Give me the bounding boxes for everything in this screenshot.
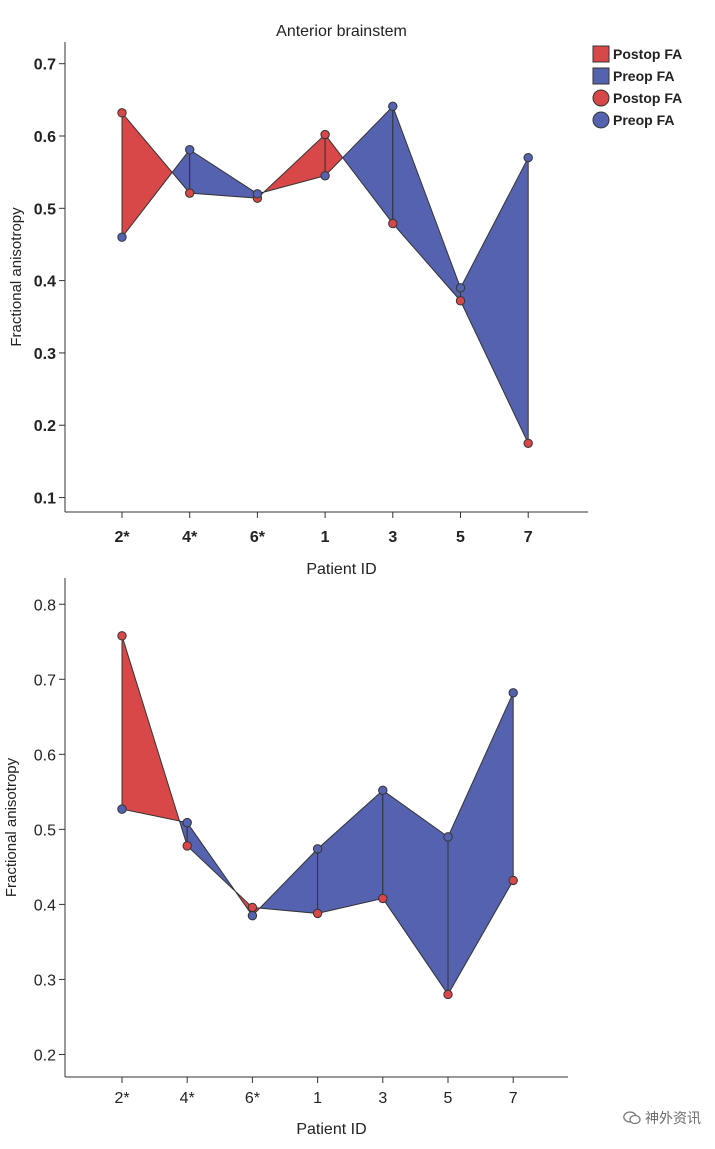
x-tick-label: 5 <box>444 1090 453 1107</box>
postop-point <box>117 631 127 641</box>
difference-area <box>342 105 394 225</box>
x-tick-label: 4* <box>182 529 198 546</box>
x-tick-label: 2* <box>114 1090 129 1107</box>
y-tick-label: 0.2 <box>34 1047 56 1064</box>
y-tick-label: 0.1 <box>34 491 56 508</box>
postop-point <box>443 989 453 1000</box>
y-tick-label: 0.3 <box>34 346 56 363</box>
legend-swatch-square <box>592 45 610 63</box>
y-tick-label: 0.5 <box>34 822 56 839</box>
preop-point <box>247 910 258 921</box>
preop-point <box>378 785 388 796</box>
postop-point <box>508 875 518 886</box>
postop-point <box>247 902 258 913</box>
difference-area <box>186 821 236 892</box>
y-tick-label: 0.5 <box>34 201 56 218</box>
legend-swatch-square <box>592 67 610 85</box>
legend-swatch-circle <box>592 89 610 107</box>
preop-point <box>388 101 398 112</box>
watermark: 神外资讯 <box>623 1108 701 1128</box>
chart-title: Anterior brainstem <box>276 23 407 40</box>
preop-point <box>523 152 533 163</box>
y-tick-label: 0.7 <box>34 672 56 689</box>
postop-point <box>455 296 466 306</box>
difference-area <box>382 789 449 997</box>
x-tick-label: 7 <box>509 1090 518 1107</box>
difference-area <box>324 133 344 177</box>
difference-area <box>189 148 258 199</box>
preop-point <box>182 817 192 828</box>
legend-swatch-circle <box>592 111 610 129</box>
x-tick-label: 2* <box>114 529 130 546</box>
postop-point <box>312 908 323 919</box>
y-tick-label: 0.3 <box>34 972 56 989</box>
y-axis-label: Fractional anisotropy <box>3 757 20 897</box>
y-tick-label: 0.4 <box>34 897 56 914</box>
x-tick-label: 1 <box>321 529 330 546</box>
chart-panel-2: 0.2 0.3 0.4 0.5 0.6 0.7 0.8 2* 4* 6* 1 3 5 7 Patient I… <box>3 578 568 1138</box>
y-tick-label: 0.2 <box>34 418 56 435</box>
preop-point <box>252 189 263 199</box>
postop-point <box>117 108 127 118</box>
x-tick-label: 1 <box>313 1090 322 1107</box>
x-tick-label: 3 <box>388 529 397 546</box>
y-tick-label: 0.6 <box>34 747 56 764</box>
preop-point <box>117 232 127 242</box>
y-tick-label: 0.6 <box>34 129 56 146</box>
preop-point <box>320 171 330 181</box>
difference-area <box>121 635 181 822</box>
legend: Postop FA Preop FA Postop FA Preop FA <box>592 45 682 129</box>
y-tick-label: 0.8 <box>34 597 56 614</box>
postop-point <box>185 188 195 198</box>
difference-area <box>317 789 384 915</box>
difference-area <box>392 106 461 303</box>
legend-label: Preop FA <box>613 68 674 84</box>
preop-point <box>508 688 518 698</box>
difference-area <box>121 111 173 239</box>
legend-label: Preop FA <box>613 112 674 128</box>
y-tick-label: 0.7 <box>34 57 56 74</box>
watermark-text: 神外资讯 <box>645 1111 701 1127</box>
chart-panel-1: Anterior brainstem 0.1 0.2 0.3 0.4 0.5 0.6 0.7 2… <box>8 23 588 578</box>
difference-area <box>263 133 326 193</box>
postop-point <box>523 438 533 449</box>
x-tick-label: 6* <box>250 529 266 546</box>
x-tick-label: 6* <box>245 1090 260 1107</box>
x-tick-label: 7 <box>524 529 533 546</box>
postop-point <box>388 218 398 229</box>
x-tick-label: 4* <box>180 1090 195 1107</box>
x-tick-label: 5 <box>456 529 465 546</box>
postop-point <box>320 129 330 140</box>
wechat-icon <box>623 1111 641 1125</box>
postop-point <box>378 893 388 904</box>
x-axis-label: Patient ID <box>296 1121 366 1138</box>
legend-label: Postop FA <box>613 46 682 62</box>
difference-area <box>447 692 514 997</box>
preop-point <box>312 844 323 854</box>
x-tick-label: 3 <box>378 1090 387 1107</box>
y-axis-label: Fractional anisotropy <box>8 207 25 347</box>
y-tick-label: 0.4 <box>34 274 56 291</box>
difference-area <box>460 157 529 444</box>
postop-point <box>182 841 192 851</box>
preop-point <box>117 804 127 814</box>
preop-point <box>185 145 195 155</box>
legend-label: Postop FA <box>613 90 682 106</box>
x-axis-label: Patient ID <box>306 561 376 578</box>
difference-area <box>171 148 191 195</box>
difference-area <box>258 847 319 914</box>
preop-point <box>443 832 453 842</box>
preop-point <box>455 283 466 293</box>
